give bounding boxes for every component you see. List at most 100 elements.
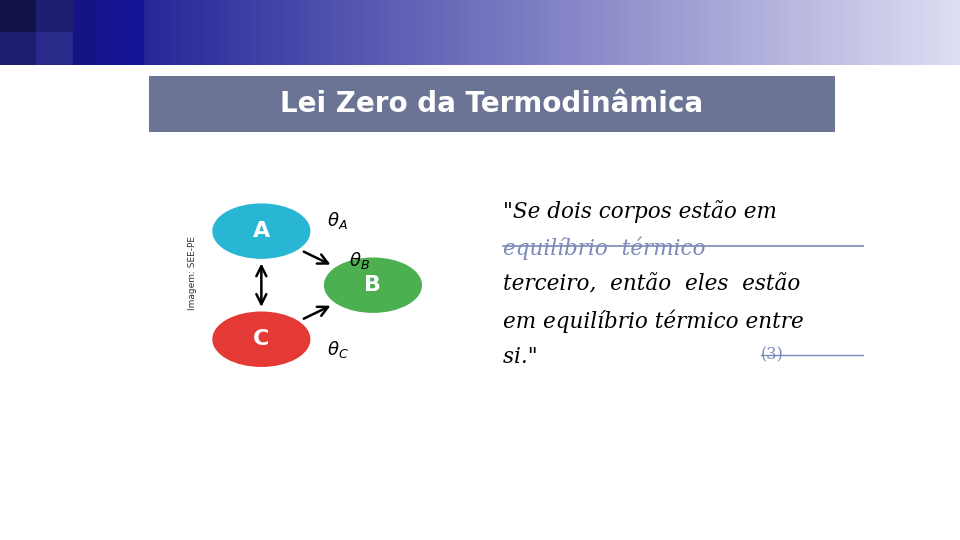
Bar	[285, 0, 288, 65]
Bar	[55, 0, 58, 65]
Bar	[473, 0, 477, 65]
Bar	[103, 0, 106, 65]
Bar	[224, 0, 228, 65]
Bar	[381, 0, 384, 65]
Bar	[189, 0, 192, 65]
Bar	[487, 0, 490, 65]
Bar	[400, 0, 403, 65]
Bar	[468, 0, 470, 65]
Bar	[944, 0, 948, 65]
Bar	[60, 0, 64, 65]
Bar	[170, 0, 173, 65]
Bar	[329, 0, 333, 65]
Bar	[413, 0, 416, 65]
Bar	[391, 0, 394, 65]
Bar	[521, 0, 525, 65]
Bar	[96, 0, 99, 65]
Bar	[902, 0, 905, 65]
Text: equilíbrio  térmico: equilíbrio térmico	[503, 237, 706, 260]
Bar	[823, 0, 826, 65]
Bar	[250, 0, 252, 65]
Bar	[346, 0, 348, 65]
Bar	[758, 0, 761, 65]
Bar	[854, 0, 857, 65]
Bar	[48, 0, 51, 65]
Bar	[893, 0, 896, 65]
Bar	[819, 0, 823, 65]
Bar	[291, 0, 295, 65]
Bar	[646, 0, 650, 65]
Bar	[704, 0, 708, 65]
Bar	[643, 0, 646, 65]
Circle shape	[213, 312, 310, 366]
Bar	[730, 0, 732, 65]
Bar	[531, 0, 535, 65]
Bar	[698, 0, 701, 65]
Text: (3): (3)	[760, 346, 783, 363]
Bar	[439, 0, 442, 65]
Bar	[7, 0, 10, 65]
Bar	[214, 0, 218, 65]
Bar	[742, 0, 746, 65]
Bar	[448, 0, 451, 65]
Bar	[595, 0, 598, 65]
Bar	[233, 0, 237, 65]
Bar	[192, 0, 195, 65]
Bar	[58, 0, 60, 65]
Bar	[307, 0, 310, 65]
Bar	[358, 0, 362, 65]
Bar	[924, 0, 928, 65]
Bar	[32, 0, 36, 65]
Bar	[717, 0, 720, 65]
Text: $\theta_C$: $\theta_C$	[326, 339, 348, 360]
Bar	[701, 0, 704, 65]
Bar	[0, 0, 36, 32]
Bar	[573, 0, 576, 65]
Bar	[752, 0, 756, 65]
Bar	[579, 0, 583, 65]
Bar	[51, 0, 55, 65]
Bar	[173, 0, 176, 65]
Bar	[896, 0, 900, 65]
Bar	[118, 0, 122, 65]
Bar	[928, 0, 931, 65]
Bar	[550, 0, 554, 65]
Bar	[640, 0, 643, 65]
Bar	[272, 0, 276, 65]
Bar	[554, 0, 557, 65]
Bar	[36, 32, 73, 65]
Bar	[598, 0, 602, 65]
Bar	[957, 0, 960, 65]
Bar	[339, 0, 343, 65]
Bar	[492, 0, 496, 65]
Bar	[425, 0, 429, 65]
Bar	[506, 0, 509, 65]
Bar	[756, 0, 758, 65]
Bar	[0, 0, 3, 65]
Text: "Se dois corpos estão em: "Se dois corpos estão em	[503, 200, 777, 223]
Bar	[797, 0, 800, 65]
Bar	[86, 0, 89, 65]
Bar	[115, 0, 118, 65]
Bar	[144, 0, 147, 65]
Bar	[941, 0, 944, 65]
Bar	[602, 0, 605, 65]
Bar	[348, 0, 352, 65]
Bar	[195, 0, 199, 65]
Bar	[326, 0, 329, 65]
Bar	[560, 0, 564, 65]
Bar	[64, 0, 67, 65]
Bar	[679, 0, 682, 65]
Bar	[765, 0, 768, 65]
Text: $\theta_A$: $\theta_A$	[326, 210, 348, 231]
Bar	[147, 0, 151, 65]
Bar	[256, 0, 259, 65]
Bar	[938, 0, 941, 65]
Bar	[317, 0, 320, 65]
Bar	[16, 0, 19, 65]
Bar	[547, 0, 550, 65]
Bar	[19, 0, 22, 65]
Bar	[612, 0, 614, 65]
Bar	[931, 0, 934, 65]
Bar	[813, 0, 816, 65]
